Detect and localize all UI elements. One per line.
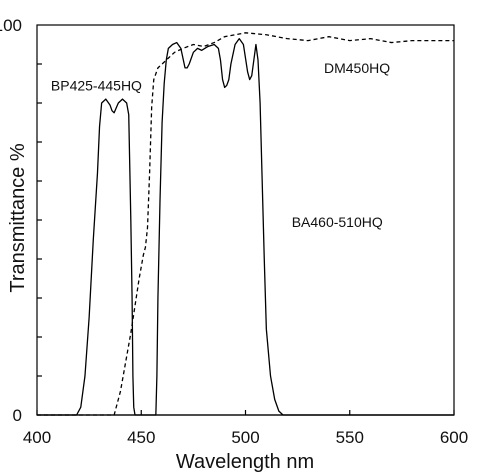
series-group: [37, 32, 454, 416]
y-tick-label: 0: [13, 406, 22, 425]
series-annotation: BP425-445HQ: [51, 77, 142, 93]
series-line-ba460-510hq: [37, 38, 454, 416]
x-tick-label: 450: [127, 428, 155, 447]
axis-ticks: [36, 63, 455, 415]
series-annotation: BA460-510HQ: [292, 214, 383, 230]
x-tick-label: 500: [231, 428, 259, 447]
x-axis-title: Wavelength nm: [176, 451, 314, 472]
y-axis-title: Transmittance %: [7, 143, 29, 293]
series-line-bp425-445hq: [37, 98, 454, 416]
x-tick-label: 400: [23, 428, 51, 447]
x-tick-label: 600: [440, 428, 468, 447]
axis-tick-labels: 400 450 500 550 600 0 100: [0, 16, 468, 447]
series-annotation: DM450HQ: [324, 60, 390, 76]
x-tick-label: 550: [336, 428, 364, 447]
y-tick-label: 100: [0, 16, 22, 35]
series-line-dm450hq: [37, 32, 454, 416]
series-annotations: BP425-445HQ DM450HQ BA460-510HQ: [51, 60, 390, 230]
